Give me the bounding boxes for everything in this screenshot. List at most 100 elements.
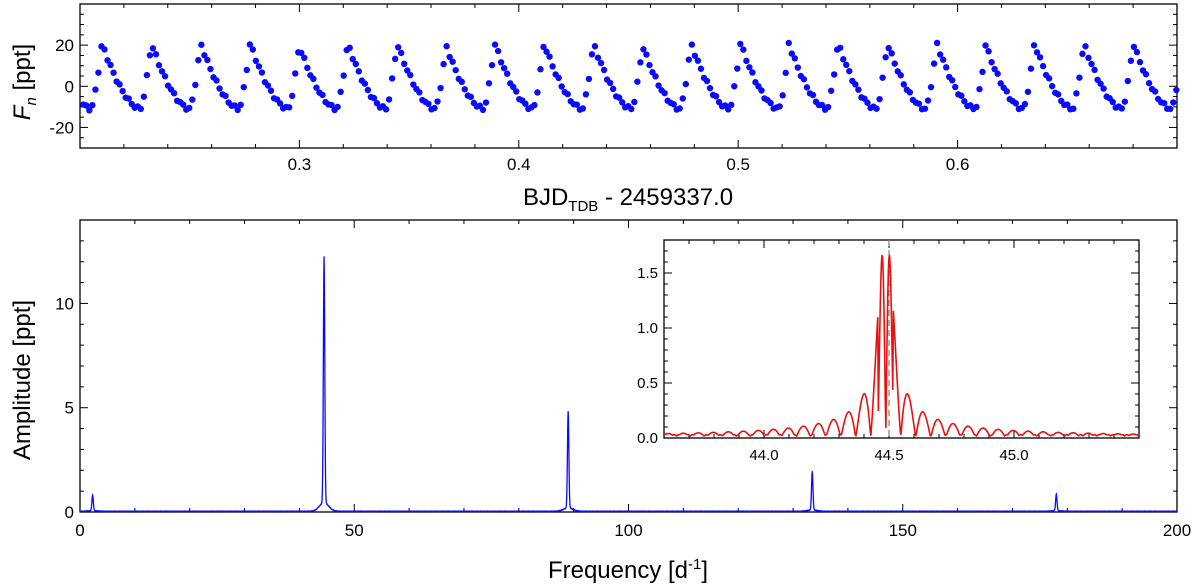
lightcurve-point xyxy=(952,83,959,91)
lightcurve-point xyxy=(758,87,765,94)
lightcurve-point xyxy=(1160,99,1168,107)
periodogram-series-line xyxy=(79,256,1178,513)
lightcurve-point xyxy=(1167,105,1174,113)
x-tick-label: 0.6 xyxy=(946,155,970,174)
lightcurve-point xyxy=(655,82,662,89)
lightcurve-point xyxy=(637,59,644,66)
lightcurve-point xyxy=(252,57,260,65)
lightcurve-point xyxy=(479,106,487,114)
lightcurve-point xyxy=(449,58,456,65)
lightcurve-panel: 0.3 0.4 0.5 0.6 -20 0 20 BJDTDB - 2459337.0 F… xyxy=(9,3,1180,215)
lightcurve-point xyxy=(958,92,965,99)
y-tick-label: 20 xyxy=(55,36,74,55)
lightcurve-point xyxy=(340,72,347,79)
lightcurve-point xyxy=(201,52,208,59)
lightcurve-point xyxy=(985,48,992,55)
lightcurve-frame xyxy=(79,3,1178,149)
lightcurve-point xyxy=(694,57,702,64)
lightcurve-point xyxy=(776,103,783,110)
lightcurve-point xyxy=(843,61,850,69)
lightcurve-point xyxy=(1021,100,1029,108)
lightcurve-point xyxy=(706,84,714,92)
lightcurve-point xyxy=(616,94,623,101)
lightcurve-point xyxy=(467,93,475,101)
lightcurve-point xyxy=(800,76,808,83)
lightcurve-point xyxy=(670,101,677,108)
lightcurve-point xyxy=(852,81,859,88)
lightcurve-point xyxy=(543,48,550,55)
lightcurve-point xyxy=(1003,88,1010,95)
lightcurve-point xyxy=(691,52,699,59)
lightcurve-point xyxy=(740,46,747,53)
lightcurve-point xyxy=(416,89,423,96)
lightcurve-point xyxy=(915,100,923,107)
lightcurve-point xyxy=(661,89,668,97)
lightcurve-point xyxy=(116,81,123,88)
lightcurve-point xyxy=(1012,100,1020,107)
lightcurve-point xyxy=(361,80,369,87)
lightcurve-point xyxy=(452,66,459,74)
lightcurve-point xyxy=(388,75,396,82)
lightcurve-point xyxy=(1145,79,1153,87)
lightcurve-point xyxy=(1039,62,1047,70)
lightcurve-point xyxy=(488,61,496,69)
lightcurve-point xyxy=(640,46,647,53)
lightcurve-point xyxy=(564,90,571,98)
lightcurve-point xyxy=(500,64,508,72)
lightcurve-point xyxy=(310,75,317,83)
lightcurve-point xyxy=(86,107,93,114)
lightcurve-point xyxy=(104,57,111,64)
lightcurve-point xyxy=(458,78,465,86)
x-tick-label: 50 xyxy=(345,521,364,540)
lightcurve-point xyxy=(767,99,774,107)
lightcurve-point xyxy=(619,99,626,106)
lightcurve-point xyxy=(319,91,326,99)
lightcurve-point xyxy=(549,63,556,70)
y-tick-label: 0.5 xyxy=(637,375,658,392)
lightcurve-point xyxy=(1070,105,1077,112)
lightcurve-point xyxy=(195,56,202,64)
lightcurve-point xyxy=(949,77,956,84)
lightcurve-point xyxy=(628,105,635,113)
lightcurve-point xyxy=(1133,48,1141,56)
lightcurve-point xyxy=(824,103,832,111)
lightcurve-point xyxy=(313,84,320,91)
lightcurve-point xyxy=(1027,65,1035,72)
lightcurve-point xyxy=(846,67,853,75)
lightcurve-point xyxy=(92,86,99,93)
lightcurve-point xyxy=(785,39,792,47)
lightcurve-point xyxy=(497,59,505,66)
lightcurve-point xyxy=(830,71,838,78)
lightcurve-point xyxy=(888,50,895,57)
lightcurve-y-axis-label: Fn [ppt] xyxy=(9,44,40,120)
periodogram-x-axis-label: Frequency [d-1] xyxy=(548,556,708,584)
lightcurve-point xyxy=(1045,75,1053,82)
lightcurve-point xyxy=(110,69,117,76)
lightcurve-point xyxy=(534,89,541,96)
lightcurve-point xyxy=(973,103,980,111)
lightcurve-point xyxy=(443,43,450,50)
lightcurve-point xyxy=(976,85,983,93)
lightcurve-point xyxy=(818,101,826,109)
lightcurve-point xyxy=(682,80,690,88)
lightcurve-point xyxy=(346,44,353,52)
lightcurve-point xyxy=(285,104,293,111)
lightcurve-point xyxy=(942,64,950,71)
x-tick-label: 0 xyxy=(75,521,84,540)
periodogram-x-tick-labels: 0 50 100 150 200 xyxy=(75,521,1191,540)
x-tick-label: 0.4 xyxy=(507,155,531,174)
lightcurve-point xyxy=(494,47,502,55)
lightcurve-point xyxy=(292,70,299,77)
inset-frame xyxy=(663,239,1140,439)
lightcurve-point xyxy=(334,103,341,111)
lightcurve-point xyxy=(728,101,735,109)
lightcurve-point xyxy=(95,69,102,76)
y-tick-label: 5 xyxy=(65,399,74,418)
x-tick-label: 0.3 xyxy=(288,155,312,174)
lightcurve-point xyxy=(594,54,602,61)
lightcurve-point xyxy=(885,44,892,52)
lightcurve-point xyxy=(198,41,205,48)
lightcurve-point xyxy=(1097,80,1104,87)
lightcurve-point xyxy=(1073,90,1080,97)
lightcurve-point xyxy=(246,41,254,48)
